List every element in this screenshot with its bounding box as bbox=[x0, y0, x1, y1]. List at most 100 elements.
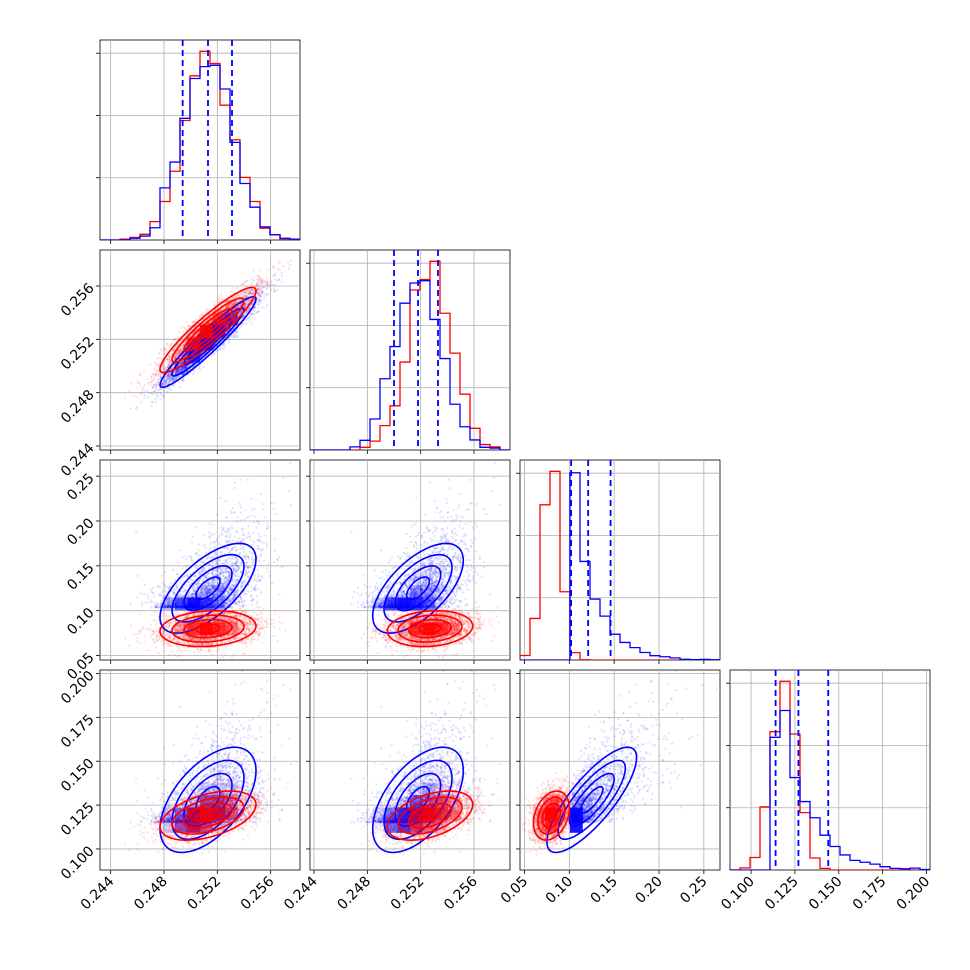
scatter-point bbox=[232, 335, 235, 338]
scatter-point bbox=[177, 371, 180, 374]
scatter-point bbox=[247, 300, 250, 304]
scatter-point bbox=[256, 279, 259, 282]
scatter-point bbox=[197, 316, 200, 319]
scatter-point bbox=[174, 378, 177, 381]
scatter-point bbox=[178, 375, 181, 378]
scatter-point bbox=[251, 315, 254, 318]
scatter-point bbox=[169, 345, 172, 348]
scatter-point bbox=[139, 401, 142, 404]
scatter-point bbox=[273, 287, 276, 290]
scatter-point bbox=[143, 370, 146, 373]
scatter-point bbox=[252, 291, 256, 294]
scatter-point bbox=[287, 267, 291, 270]
scatter-point bbox=[166, 373, 169, 376]
scatter-point bbox=[171, 383, 175, 386]
scatter-point bbox=[239, 311, 242, 314]
scatter-point bbox=[167, 365, 170, 368]
scatter-point bbox=[165, 381, 168, 385]
scatter-point bbox=[150, 363, 153, 366]
scatter-point bbox=[150, 401, 153, 404]
histogram-step-series-0 bbox=[520, 472, 720, 660]
scatter-point bbox=[166, 374, 169, 378]
scatter-point bbox=[185, 366, 188, 369]
scatter-point bbox=[213, 352, 216, 355]
scatter-point bbox=[169, 375, 173, 378]
scatter-point bbox=[182, 366, 185, 369]
scatter-point bbox=[270, 280, 273, 283]
scatter-point bbox=[176, 368, 180, 371]
scatter-point bbox=[180, 361, 183, 364]
scatter-point bbox=[154, 390, 157, 393]
histogram-step-series-1 bbox=[310, 260, 510, 450]
scatter-point bbox=[268, 285, 271, 288]
scatter-point bbox=[236, 306, 239, 309]
scatter-point bbox=[278, 261, 281, 265]
scatter-point bbox=[159, 377, 162, 380]
scatter-point bbox=[238, 313, 241, 316]
scatter-point bbox=[218, 348, 221, 351]
scatter-point bbox=[199, 368, 202, 371]
scatter-point bbox=[124, 397, 127, 400]
scatter-point bbox=[259, 299, 262, 302]
scatter-point bbox=[148, 392, 151, 395]
scatter-point bbox=[164, 380, 167, 383]
scatter-point bbox=[245, 319, 248, 322]
scatter-point bbox=[160, 349, 163, 353]
scatter-point bbox=[165, 378, 168, 381]
scatter-point bbox=[147, 383, 150, 386]
scatter-point bbox=[168, 380, 171, 383]
scatter-point bbox=[135, 407, 138, 410]
scatter-point bbox=[266, 304, 269, 307]
scatter-point bbox=[217, 297, 220, 301]
scatter-point bbox=[261, 290, 264, 293]
scatter-point bbox=[260, 290, 263, 293]
scatter-point bbox=[164, 382, 167, 386]
scatter-point bbox=[164, 378, 167, 381]
scatter-point bbox=[167, 373, 170, 376]
scatter-point bbox=[157, 380, 160, 383]
scatter-point bbox=[165, 376, 169, 379]
scatter-point bbox=[263, 295, 266, 298]
scatter-point bbox=[253, 306, 256, 309]
scatter-point bbox=[139, 384, 142, 388]
scatter-point bbox=[211, 353, 214, 356]
scatter-point bbox=[243, 289, 246, 292]
scatter-point bbox=[189, 363, 192, 367]
scatter-point bbox=[154, 398, 157, 401]
scatter-point bbox=[172, 377, 175, 380]
scatter-point bbox=[157, 378, 160, 381]
scatter-point bbox=[245, 323, 248, 326]
scatter-point bbox=[273, 283, 276, 286]
scatter-point bbox=[261, 292, 264, 295]
scatter-point bbox=[164, 380, 167, 383]
scatter-point bbox=[267, 283, 270, 286]
scatter-point bbox=[166, 375, 169, 378]
scatter-point bbox=[155, 362, 158, 365]
scatter-point bbox=[177, 370, 180, 373]
scatter-point bbox=[167, 374, 170, 377]
scatter-point bbox=[258, 288, 262, 291]
scatter-point bbox=[182, 379, 185, 382]
scatter-point bbox=[173, 377, 176, 380]
scatter-point bbox=[162, 394, 165, 397]
scatter-point bbox=[244, 301, 247, 305]
scatter-point bbox=[166, 372, 169, 376]
scatter-point bbox=[170, 367, 173, 370]
scatter-point bbox=[265, 287, 268, 290]
scatter-point bbox=[159, 374, 162, 377]
scatter-point bbox=[250, 293, 253, 296]
scatter-point bbox=[168, 378, 171, 381]
panel-2-2 bbox=[519, 459, 721, 661]
scatter-point bbox=[181, 368, 184, 371]
scatter-point bbox=[163, 367, 166, 370]
scatter-point bbox=[212, 352, 216, 355]
scatter-point bbox=[176, 370, 179, 373]
scatter-point bbox=[258, 299, 261, 303]
scatter-point bbox=[176, 369, 179, 372]
scatter-point bbox=[166, 376, 169, 379]
panel-frame bbox=[99, 669, 301, 871]
scatter-point bbox=[234, 311, 237, 314]
scatter-point bbox=[280, 271, 283, 274]
panel-2-1 bbox=[309, 459, 511, 661]
scatter-point bbox=[167, 361, 170, 365]
